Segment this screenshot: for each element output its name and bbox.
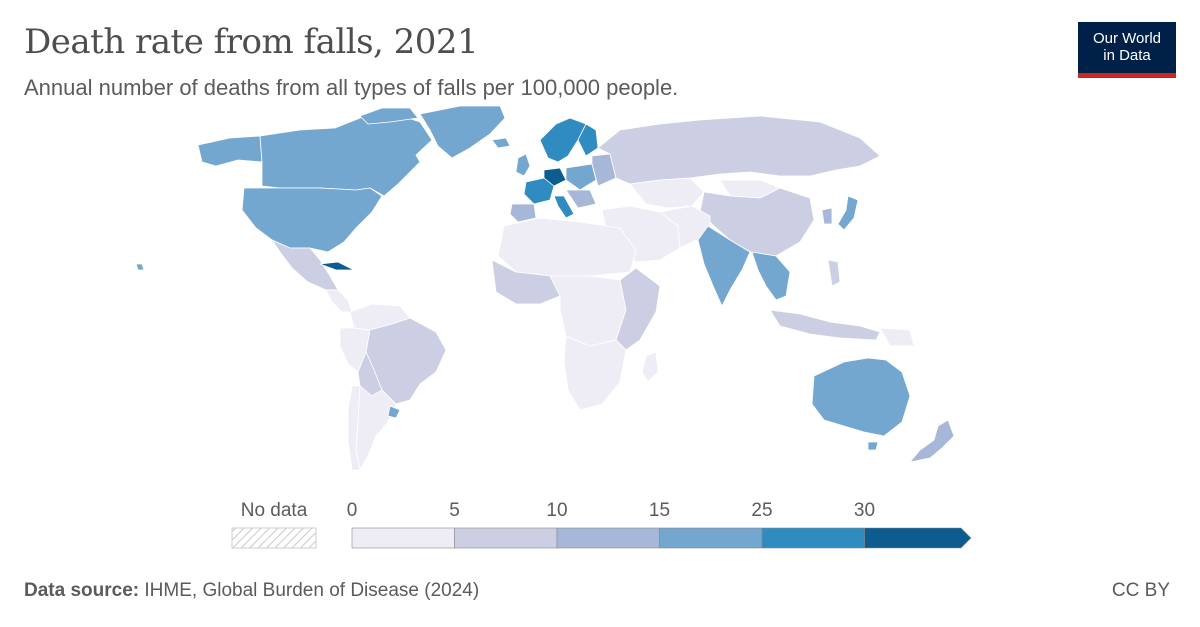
region-china[interactable] xyxy=(699,187,815,257)
world-map xyxy=(135,105,955,470)
region-finland[interactable] xyxy=(577,123,599,157)
region-spain[interactable] xyxy=(509,203,537,223)
region-germany[interactable] xyxy=(543,167,567,187)
chart-subtitle: Annual number of deaths from all types o… xyxy=(24,75,679,100)
chart-title: Death rate from falls, 2021 xyxy=(24,22,479,62)
legend-bin-15-25[interactable] xyxy=(659,527,763,549)
region-central-africa[interactable] xyxy=(549,275,627,347)
region-indonesia[interactable] xyxy=(769,309,881,341)
legend-tick-25: 25 xyxy=(751,500,772,521)
region-balkans[interactable] xyxy=(565,189,597,209)
legend-no-data-label: No data xyxy=(241,500,308,521)
data-source: Data source: IHME, Global Burden of Dise… xyxy=(24,580,479,602)
region-united-states[interactable] xyxy=(241,187,383,253)
legend-bin-5-10[interactable] xyxy=(454,527,558,549)
region-tasmania[interactable] xyxy=(867,441,879,451)
logo-text: Our World in Data xyxy=(1078,30,1176,64)
legend-bin-25-30[interactable] xyxy=(761,527,865,549)
region-cuba[interactable] xyxy=(319,261,355,271)
region-uruguay[interactable] xyxy=(387,405,401,419)
legend-bin-10-15[interactable] xyxy=(556,527,660,549)
region-australia[interactable] xyxy=(811,357,911,437)
logo-line-2: in Data xyxy=(1103,47,1151,64)
region-alaska[interactable] xyxy=(197,135,263,167)
region-italy[interactable] xyxy=(553,195,575,219)
region-philippines[interactable] xyxy=(827,259,841,287)
owid-logo[interactable]: Our World in Data xyxy=(1078,22,1176,78)
region-central-america[interactable] xyxy=(325,289,353,313)
region-japan[interactable] xyxy=(837,195,859,231)
region-west-africa[interactable] xyxy=(491,259,561,305)
legend-tick-30: 30 xyxy=(854,500,875,521)
region-hawaii[interactable] xyxy=(135,263,145,271)
region-eastern-europe[interactable] xyxy=(591,153,617,187)
license-label[interactable]: CC BY xyxy=(1111,580,1170,601)
region-iceland[interactable] xyxy=(491,137,511,149)
legend-tick-15: 15 xyxy=(649,500,670,521)
region-korea[interactable] xyxy=(821,207,833,225)
logo-accent-bar xyxy=(1078,73,1176,78)
logo-line-1: Our World xyxy=(1092,30,1162,47)
region-southeast-asia[interactable] xyxy=(751,251,791,301)
region-united-kingdom[interactable] xyxy=(515,153,531,177)
data-source-text: IHME, Global Burden of Disease (2024) xyxy=(144,580,480,601)
legend-bin-0-5[interactable] xyxy=(351,527,455,549)
region-argentina[interactable] xyxy=(355,385,397,470)
region-canada[interactable] xyxy=(259,111,433,197)
region-new-zealand[interactable] xyxy=(909,419,955,463)
region-greenland[interactable] xyxy=(419,105,506,159)
region-papua-new-guinea[interactable] xyxy=(879,327,915,347)
legend-bin->30[interactable] xyxy=(864,527,972,549)
legend-ticks: 0 5 10 15 25 30 xyxy=(347,500,875,521)
legend-tick-0: 0 xyxy=(347,500,358,521)
region-central-europe[interactable] xyxy=(565,163,597,191)
region-arctic-islands[interactable] xyxy=(359,107,419,125)
legend-tick-5: 5 xyxy=(449,500,460,521)
region-madagascar[interactable] xyxy=(641,351,659,383)
data-source-label: Data source: xyxy=(24,580,140,601)
region-southern-africa[interactable] xyxy=(563,335,627,411)
legend-no-data-swatch xyxy=(231,527,317,549)
region-india[interactable] xyxy=(697,225,751,307)
region-east-africa[interactable] xyxy=(615,267,661,351)
legend: No data 0 5 10 15 25 30 xyxy=(231,500,972,549)
legend-bins xyxy=(351,527,972,549)
region-russia[interactable] xyxy=(597,115,881,185)
region-kazakhstan[interactable] xyxy=(629,177,705,209)
legend-tick-10: 10 xyxy=(546,500,567,521)
